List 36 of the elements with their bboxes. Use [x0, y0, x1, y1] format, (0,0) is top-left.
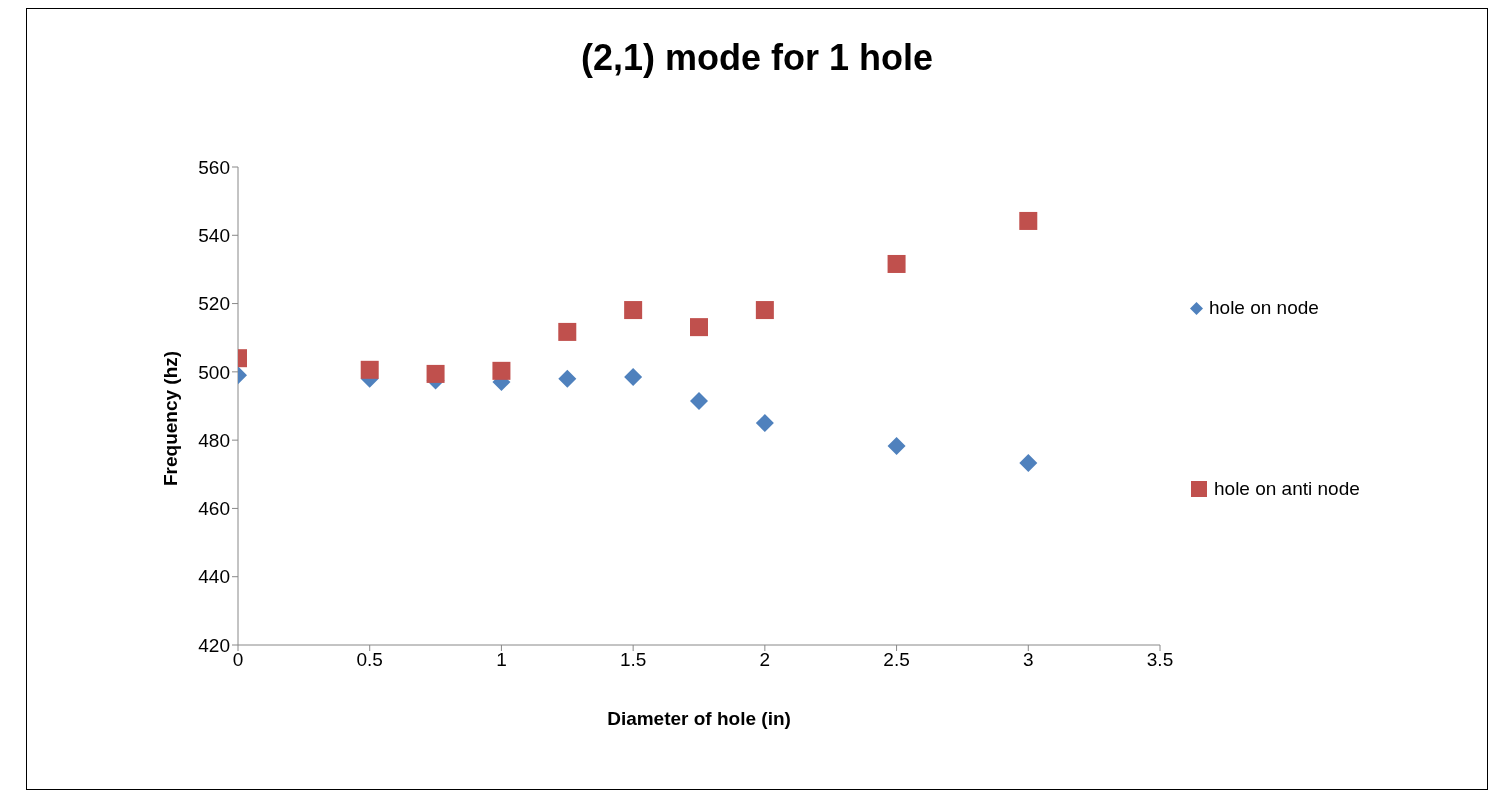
point — [755, 301, 774, 320]
x-tick-label: 2.5 — [883, 649, 910, 671]
point — [887, 436, 906, 455]
y-tick-label: 540 — [198, 225, 230, 247]
point — [624, 367, 643, 386]
point — [1019, 211, 1038, 230]
point — [558, 369, 577, 388]
point — [887, 254, 906, 273]
point — [1019, 454, 1038, 473]
point — [492, 361, 511, 380]
point — [755, 414, 774, 433]
x-tick-label: 1 — [496, 649, 507, 671]
y-tick-label: 500 — [198, 361, 230, 383]
y-tick-label: 480 — [198, 429, 230, 451]
legend-label: hole on node — [1209, 297, 1319, 319]
x-tick-label: 0 — [232, 649, 244, 671]
y-tick-label: 560 — [198, 156, 230, 178]
point — [558, 322, 577, 341]
x-tick-label: 2 — [759, 649, 771, 671]
y-tick-label: 520 — [198, 293, 230, 315]
x-axis-title: Diameter of hole (in) — [607, 708, 791, 729]
point — [690, 391, 708, 410]
point — [426, 364, 445, 383]
point — [690, 318, 708, 337]
legend-label: hole on anti node — [1214, 478, 1360, 500]
x-tick-label: 0.5 — [356, 649, 383, 671]
y-tick-label: 460 — [198, 498, 230, 520]
x-tick-label: 1.5 — [619, 649, 647, 671]
y-tick-label: 440 — [198, 566, 230, 588]
x-tick-label: 3.5 — [1146, 649, 1174, 671]
x-tick-label: 3 — [1023, 649, 1034, 671]
y-axis-title: Frequency (hz) — [159, 350, 181, 486]
y-tick-label: 420 — [198, 634, 230, 656]
point — [624, 301, 643, 320]
point — [360, 360, 379, 379]
chart-title: (2,1) mode for 1 hole — [579, 37, 935, 79]
